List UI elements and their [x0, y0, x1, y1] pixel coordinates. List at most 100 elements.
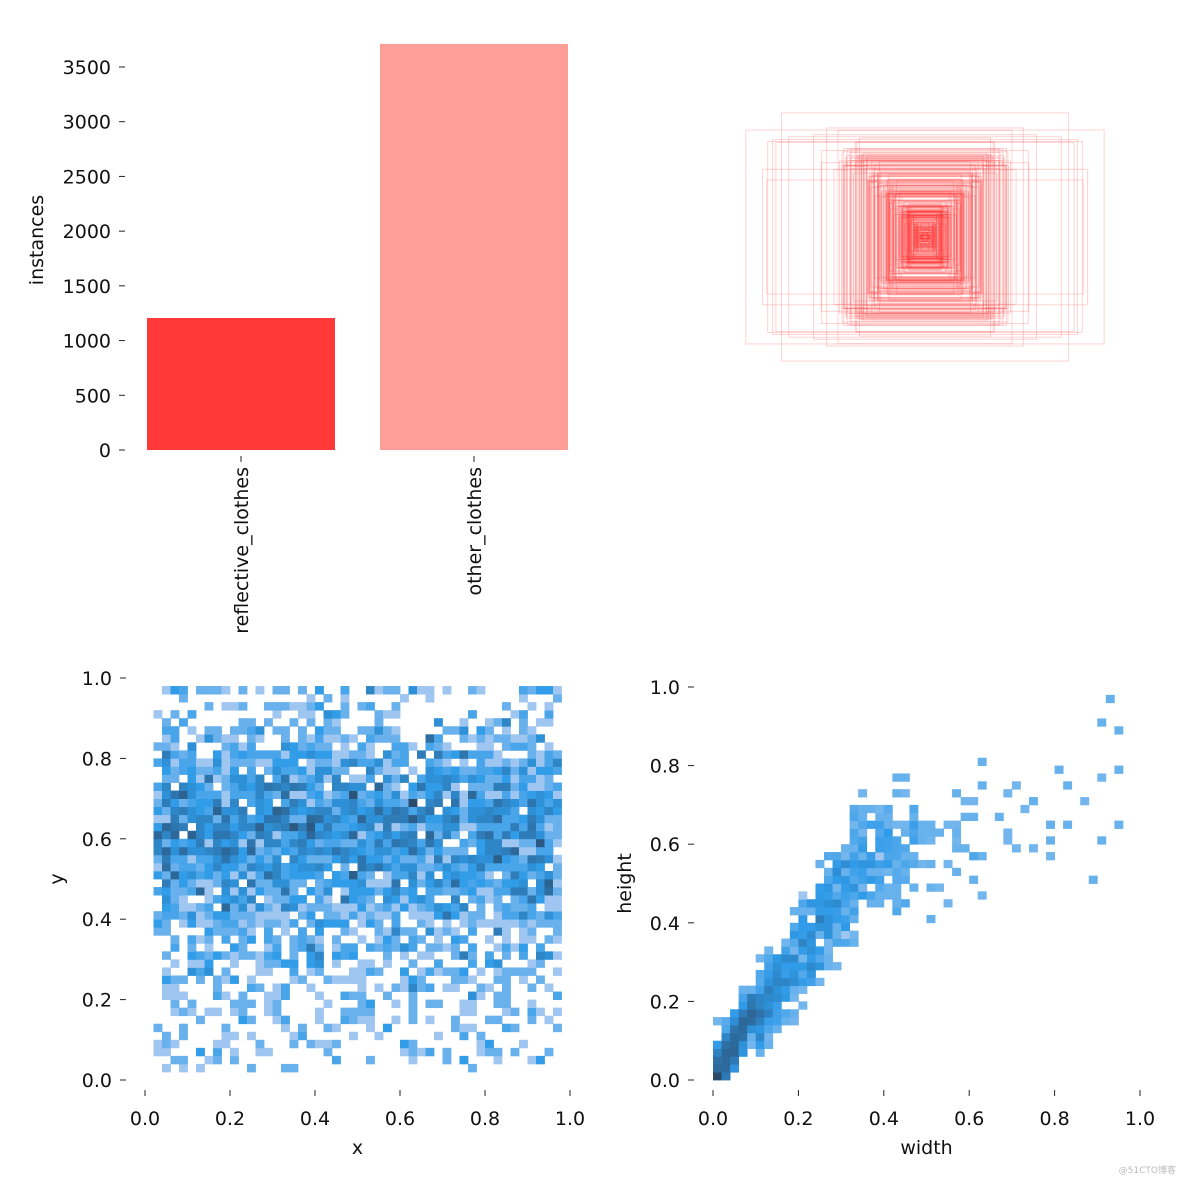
heatmap-cell: [170, 895, 180, 904]
bounding-box: [915, 227, 935, 247]
heatmap-cell: [519, 790, 528, 799]
heatmap-cell: [434, 959, 443, 968]
heatmap-cell: [468, 838, 477, 848]
heatmap-cell: [755, 977, 765, 987]
bounding-box: [766, 179, 1084, 295]
heatmap-cell: [357, 999, 367, 1009]
heatmap-cell: [221, 1031, 231, 1041]
heatmap-cell: [434, 830, 443, 840]
heatmap-cell: [553, 798, 562, 808]
heatmap-cell: [264, 1047, 273, 1057]
heatmap-cell: [264, 935, 273, 944]
heatmap-cell: [875, 852, 885, 861]
heatmap-cell: [849, 844, 859, 853]
heatmap-cell: [315, 766, 324, 775]
bounding-box: [914, 220, 936, 254]
heatmap-cell: [255, 790, 265, 799]
heatmap-cell: [349, 870, 358, 880]
heatmap-cell: [476, 919, 486, 928]
heatmap-cell: [357, 742, 367, 751]
heatmap-cell: [221, 806, 231, 816]
heatmap-cell: [451, 927, 460, 936]
heatmap-cell: [391, 879, 401, 888]
heatmap-cell: [798, 1001, 808, 1010]
heatmap-cell: [493, 991, 503, 1000]
heatmap-cell: [357, 919, 367, 928]
heatmap-cell: [247, 870, 256, 880]
heatmap-cell: [789, 985, 799, 994]
heatmap-cell: [213, 1039, 222, 1049]
heatmap-cell: [527, 838, 537, 848]
heatmap-cell: [255, 1039, 265, 1049]
heatmap-cell: [536, 798, 545, 808]
heatmap-cell: [221, 870, 231, 880]
heatmap-cell: [179, 782, 188, 791]
heatmap-cell: [179, 838, 188, 848]
heatmap-cell: [493, 927, 503, 936]
heatmap-cell: [994, 812, 1004, 822]
heatmap-cell: [553, 903, 562, 912]
heatmap-cell: [230, 726, 239, 735]
heatmap-cell: [468, 879, 477, 888]
bounding-box: [920, 235, 930, 239]
heatmap-cell: [366, 911, 375, 920]
heatmap-cell: [485, 846, 494, 856]
heatmap-cell: [747, 1009, 757, 1018]
heatmap-cell: [451, 750, 460, 759]
heatmap-cell: [374, 822, 384, 832]
heatmap-cell: [170, 999, 180, 1009]
bounding-box: [908, 203, 942, 271]
heatmap-cell: [1003, 789, 1013, 798]
heatmap-cell: [289, 903, 299, 912]
heatmap-cell: [527, 967, 537, 976]
heatmap-cell: [875, 820, 885, 829]
heatmap-cell: [332, 782, 341, 791]
heatmap-cell: [238, 927, 248, 936]
heatmap-cell: [502, 943, 511, 952]
heatmap-cell: [298, 734, 307, 743]
y-tick-label: 1.0: [650, 677, 680, 699]
heatmap-cell: [798, 962, 808, 971]
bounding-box: [900, 211, 950, 263]
bounding-box: [863, 164, 987, 310]
heatmap-cell: [179, 790, 188, 799]
heatmap-cell: [315, 822, 324, 832]
heatmap-cell: [544, 718, 554, 727]
heatmap-cell: [374, 919, 384, 928]
heatmap-cell: [553, 694, 562, 703]
heatmap-cell: [162, 726, 171, 735]
heatmap-cell: [519, 718, 528, 727]
heatmap-cell: [247, 927, 256, 936]
heatmap-cell: [238, 870, 248, 880]
heatmap-cell: [553, 927, 562, 936]
heatmap-cell: [553, 879, 562, 888]
heatmap-cell: [476, 1047, 486, 1057]
heatmap-cell: [340, 927, 350, 936]
heatmap-cell: [264, 758, 273, 767]
heatmap-cell: [824, 875, 833, 884]
heatmap-cell: [527, 790, 537, 799]
heatmap-cell: [315, 1007, 324, 1017]
heatmap-cell: [553, 750, 562, 759]
bounding-box: [911, 212, 939, 262]
heatmap-cell: [536, 686, 545, 695]
bounding-box: [913, 224, 937, 250]
heatmap-cell: [468, 782, 477, 791]
heatmap-cell: [815, 859, 825, 869]
heatmap-cell: [824, 914, 833, 924]
bounding-box: [923, 230, 927, 244]
heatmap-cell: [247, 951, 256, 960]
heatmap-cell: [400, 742, 409, 751]
heatmap-cell: [476, 726, 486, 735]
heatmap-cell: [272, 991, 282, 1000]
heatmap-cell: [204, 927, 214, 936]
bounding-box: [861, 160, 989, 314]
heatmap-cell: [408, 975, 418, 984]
bounding-box: [913, 225, 937, 249]
heatmap-cell: [536, 806, 545, 816]
heatmap-cell: [204, 879, 214, 888]
heatmap-cell: [476, 790, 486, 799]
heatmap-cell: [315, 895, 324, 904]
heatmap-cell: [468, 734, 477, 743]
heatmap-cell: [849, 812, 859, 822]
